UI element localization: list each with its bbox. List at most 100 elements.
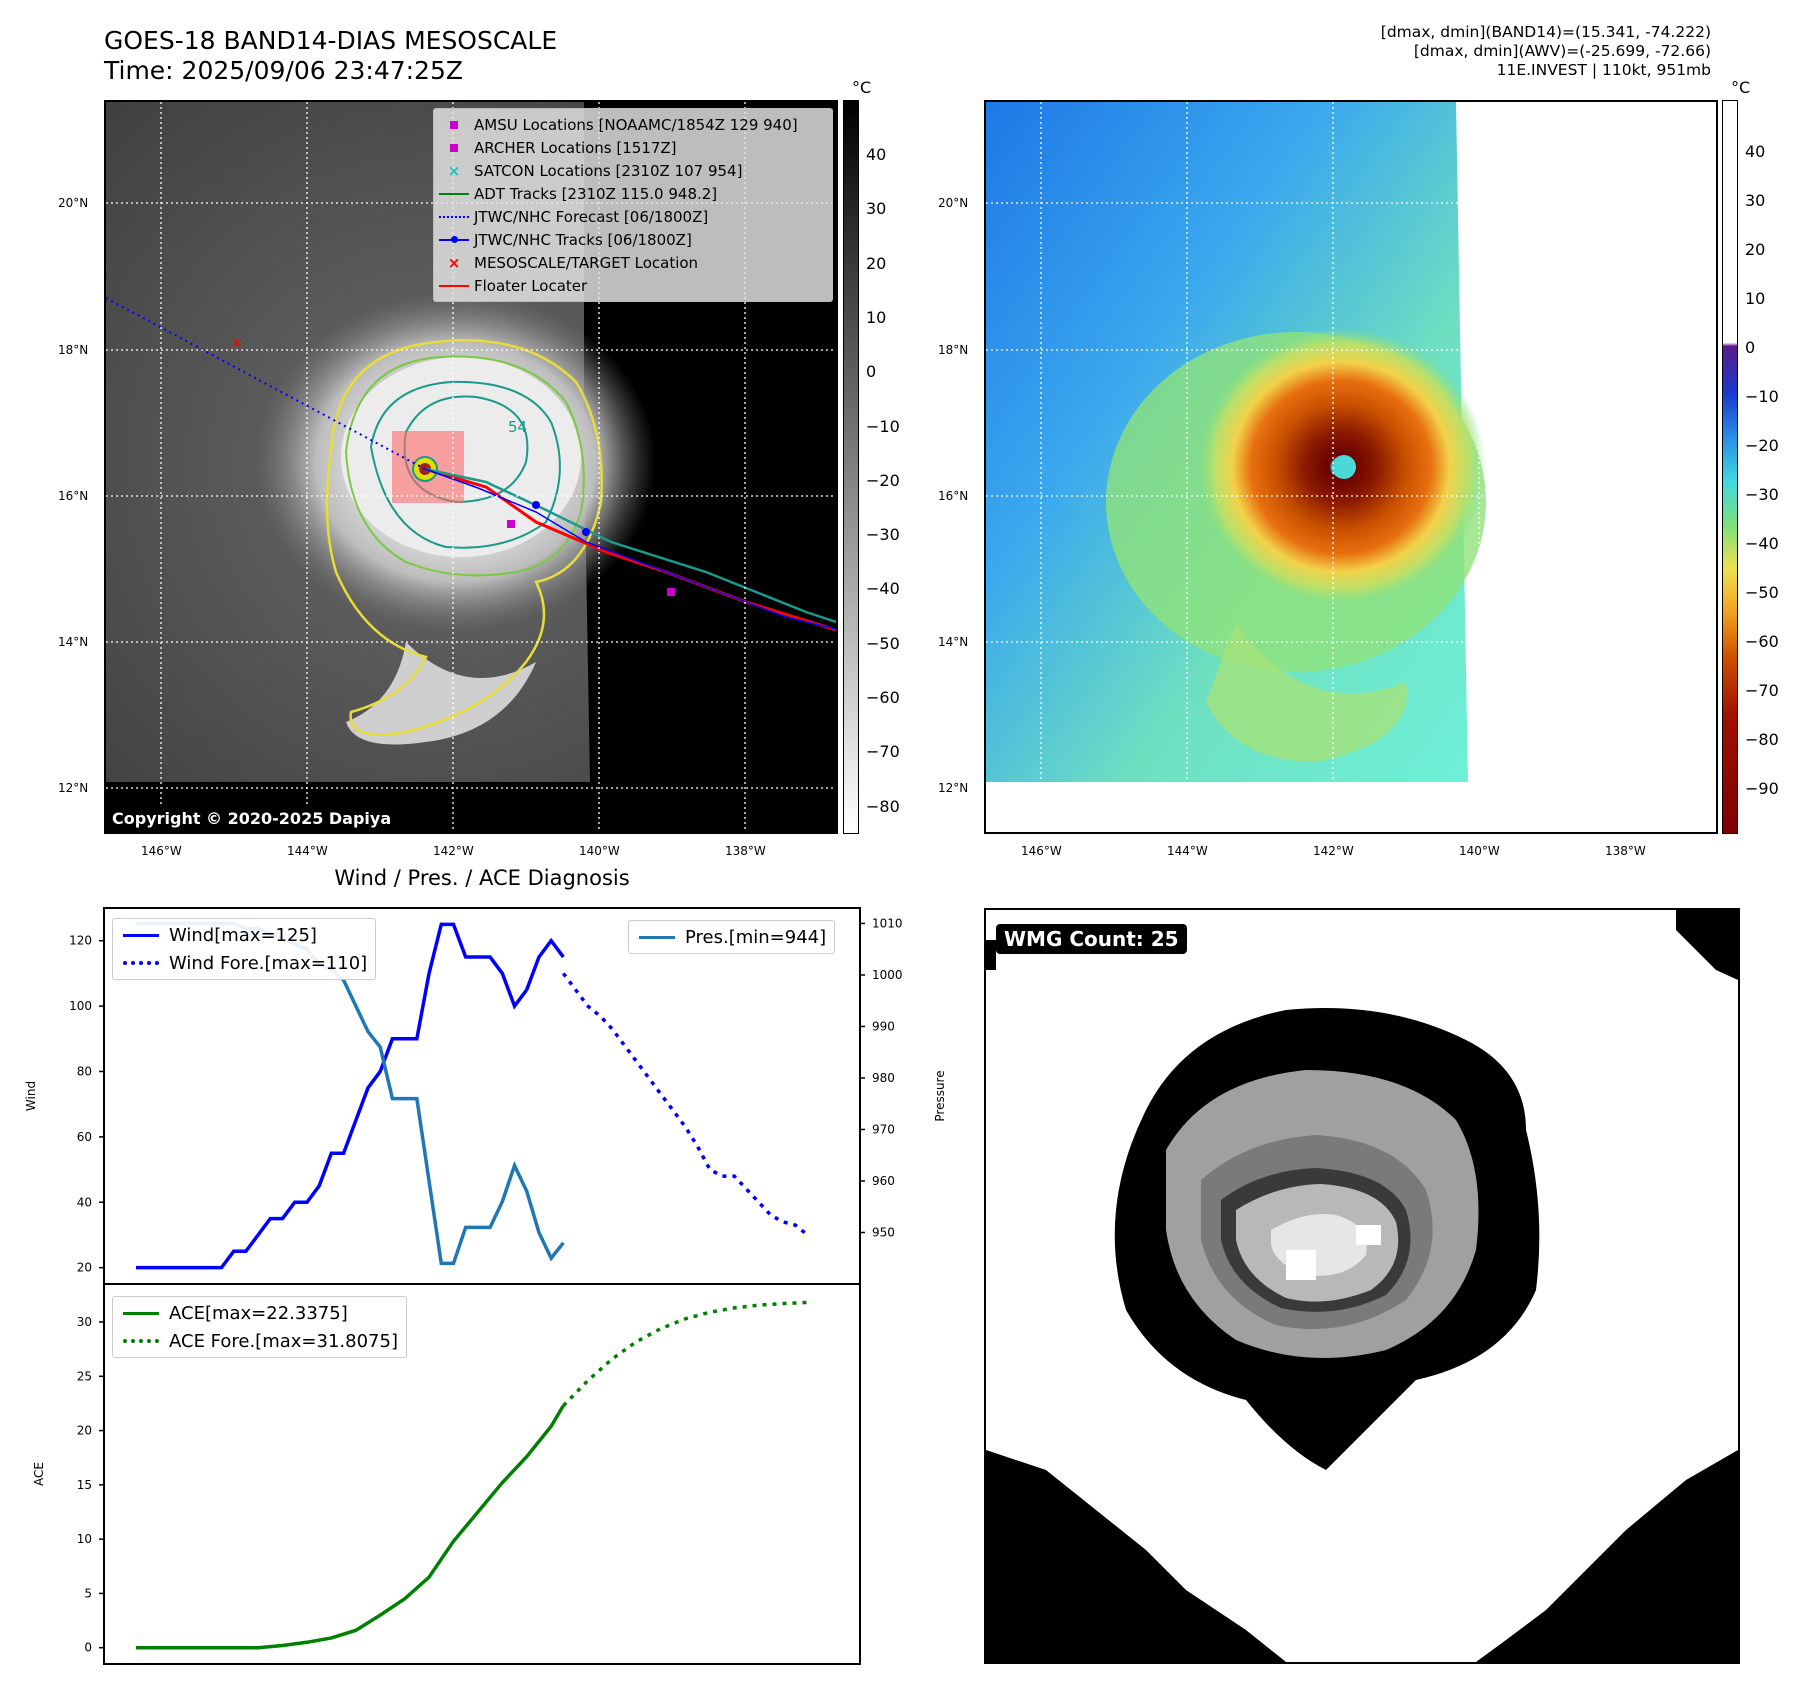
legend-label: SATCON Locations [2310Z 107 954] (474, 161, 743, 180)
colorbar-tick-label: 20 (1745, 240, 1766, 259)
svg-text:×: × (231, 335, 243, 351)
colorbar-tick-label: −70 (1745, 681, 1779, 700)
legend-marker-line-dot-icon (434, 235, 474, 243)
pressure-ytick-label: 970 (872, 1122, 895, 1136)
latitude-label: 18°N (58, 343, 89, 357)
wind-ytick-label: 20 (77, 1261, 92, 1275)
wind-axis-label: Wind (24, 1081, 38, 1111)
wv-colorbar-unit: °C (1731, 78, 1751, 97)
legend-marker-line-icon (434, 284, 474, 287)
latitude-label: 14°N (58, 635, 89, 649)
legend-label: Floater Locater (474, 276, 588, 295)
wmg-image (986, 910, 1738, 1662)
latitude-label: 20°N (58, 196, 89, 210)
ace-ytick-label: 30 (77, 1315, 92, 1329)
colorbar-tick-label: 40 (866, 145, 887, 164)
timeseries-title: Wind / Pres. / ACE Diagnosis (334, 866, 630, 890)
longitude-label: 146°W (1021, 844, 1062, 858)
wind-ytick-label: 120 (69, 934, 92, 948)
legend-label: AMSU Locations [NOAAMC/1854Z 129 940] (474, 115, 798, 134)
latitude-label: 12°N (58, 781, 89, 795)
legend-marker-dotted-icon (434, 215, 474, 218)
series-line-wind-forecast (561, 972, 809, 1237)
legend-line-icon (629, 935, 685, 939)
longitude-label: 146°W (141, 844, 182, 858)
colorbar-tick-label: −50 (866, 633, 900, 653)
pressure-axis-label: Pressure (933, 1070, 947, 1121)
longitude-label: 142°W (1313, 844, 1354, 858)
legend-entry: ADT Tracks [2310Z 115.0 948.2] (434, 182, 832, 205)
legend-label: Wind Fore.[max=110] (169, 952, 368, 974)
colorbar-tick-label: −80 (1745, 730, 1779, 749)
legend-marker-square-icon (434, 143, 474, 152)
legend-line-icon (113, 1311, 169, 1315)
legend-entry: Pres.[min=944] (629, 923, 834, 951)
longitude-label: 140°W (579, 844, 620, 858)
legend-label: ADT Tracks [2310Z 115.0 948.2] (474, 184, 718, 203)
ace-ytick-label: 5 (84, 1586, 92, 1600)
wmg-panel: WMG Count: 25 (984, 908, 1740, 1664)
pressure-ytick-label: 980 (872, 1071, 895, 1085)
legend-entry: Floater Locater (434, 274, 832, 297)
colorbar-tick-label: −60 (866, 688, 900, 707)
info-dmax-awv: [dmax, dmin](AWV)=(-25.699, -72.66) (1413, 42, 1711, 60)
legend-label: Wind[max=125] (169, 924, 317, 946)
contour-label: 54 (508, 418, 527, 436)
wind-legend: Wind[max=125] Wind Fore.[max=110] (112, 918, 377, 980)
colorbar-tick-label: 10 (866, 307, 887, 327)
ir-legend: AMSU Locations [NOAAMC/1854Z 129 940] ARC… (433, 108, 833, 302)
ace-ytick-label: 10 (77, 1532, 92, 1546)
colorbar-tick-label: −20 (866, 470, 900, 490)
pressure-ytick-label: 990 (872, 1019, 895, 1033)
legend-label: MESOSCALE/TARGET Location (474, 253, 699, 272)
longitude-label: 142°W (433, 844, 474, 858)
legend-entry: AMSU Locations [NOAAMC/1854Z 129 940] (434, 113, 832, 136)
legend-label: Pres.[min=944] (685, 926, 827, 948)
colorbar-tick-label: −20 (1745, 436, 1779, 455)
legend-entry: ARCHER Locations [1517Z] (434, 136, 832, 159)
ir-satellite-panel: × 54 Copyright © 2020-2025 Dapiya AMSU L… (104, 100, 838, 834)
legend-marker-x-icon: × (447, 161, 461, 180)
wv-colorbar (1722, 100, 1738, 834)
longitude-label: 138°W (1605, 844, 1646, 858)
legend-label: ARCHER Locations [1517Z] (474, 138, 677, 157)
colorbar-tick-label: −40 (866, 579, 900, 599)
wmg-count-badge: WMG Count: 25 (996, 924, 1187, 954)
legend-entry: × MESOSCALE/TARGET Location (434, 251, 832, 274)
colorbar-tick-label: 0 (866, 362, 877, 382)
ace-legend: ACE[max=22.3375] ACE Fore.[max=31.8075] (112, 1296, 407, 1358)
wind-ytick-label: 60 (77, 1130, 92, 1144)
colorbar-tick-label: −10 (866, 416, 900, 436)
legend-marker-line-icon (434, 192, 474, 195)
pressure-ytick-label: 960 (872, 1174, 895, 1188)
ace-ytick-label: 15 (77, 1478, 92, 1492)
legend-entry: ACE Fore.[max=31.8075] (113, 1327, 406, 1355)
pressure-ytick-label: 950 (872, 1225, 895, 1239)
latitude-label: 16°N (938, 489, 969, 503)
colorbar-tick-label: −40 (1745, 534, 1779, 553)
longitude-label: 144°W (1167, 844, 1208, 858)
legend-entry: Wind Fore.[max=110] (113, 949, 375, 977)
legend-line-icon (113, 961, 169, 965)
legend-line-icon (113, 933, 169, 937)
series-line-wind (525, 937, 565, 991)
legend-label: ACE Fore.[max=31.8075] (169, 1330, 398, 1352)
ace-panel: 0 5 10 15 20 25 30 ACE (32, 1283, 861, 1665)
legend-entry: Wind[max=125] (113, 921, 375, 949)
legend-label: JTWC/NHC Tracks [06/1800Z] (474, 230, 692, 249)
longitude-label: 144°W (287, 844, 328, 858)
latitude-label: 12°N (938, 781, 969, 795)
legend-marker-square-icon (434, 120, 474, 129)
ir-colorbar (843, 100, 859, 834)
ir-colorbar-unit: °C (852, 78, 872, 97)
latitude-label: 18°N (938, 343, 969, 357)
colorbar-tick-label: 20 (866, 253, 887, 273)
legend-entry: JTWC/NHC Forecast [06/1800Z] (434, 205, 832, 228)
pressure-ytick-label: 1000 (872, 968, 903, 982)
series-line-wind (136, 922, 529, 1270)
longitude-label: 138°W (725, 844, 766, 858)
figure-time: Time: 2025/09/06 23:47:25Z (104, 56, 463, 85)
info-dmax-band14: [dmax, dmin](BAND14)=(15.341, -74.222) (1380, 23, 1711, 41)
latitude-label: 20°N (938, 196, 969, 210)
legend-label: ACE[max=22.3375] (169, 1302, 348, 1324)
